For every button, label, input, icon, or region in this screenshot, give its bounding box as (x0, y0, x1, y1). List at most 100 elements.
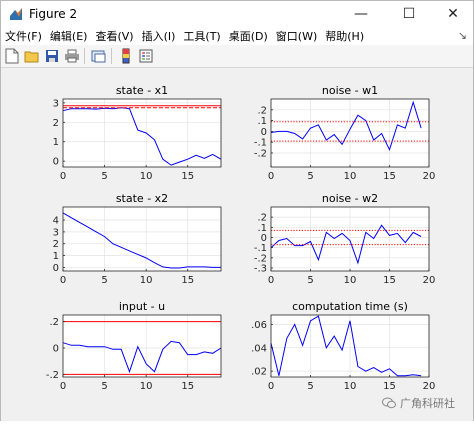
window-title: Figure 2 (29, 7, 78, 21)
watermark: 广角科研社 (382, 395, 455, 411)
axes-1-ytick-label: 1 (53, 137, 59, 148)
menu-window[interactable]: 窗口(W) (275, 30, 318, 43)
axes-2-xtick-label: 15 (383, 171, 396, 182)
menu-help[interactable]: 帮助(H) (325, 30, 365, 43)
matlab-icon (10, 8, 22, 20)
axes-1-ytick-label: 2 (53, 118, 59, 129)
axes-3-xtick-label: 5 (101, 275, 107, 286)
axes-4-xtick-label: 20 (423, 275, 436, 286)
axes-4-ytick-label: .1 (257, 223, 267, 234)
axes-3-frame (62, 206, 222, 272)
axes-2-xtick-label: 20 (423, 171, 436, 182)
axes-1-frame (62, 98, 222, 168)
axes-1-ytick-label: 0 (53, 157, 59, 168)
axes-4-series-1 (270, 224, 422, 265)
axes-6-series-1 (270, 315, 422, 377)
legend-icon[interactable] (137, 47, 155, 65)
axes-2-ytick-label: 0 (261, 127, 267, 138)
link-plot-icon[interactable] (90, 47, 108, 65)
axes-1-xtick-label: 0 (60, 171, 66, 182)
axes-3-ytick-label: 3 (53, 227, 59, 238)
axes-4-ytick-label: 0 (261, 233, 267, 244)
axes-1-xtick-label: 5 (101, 171, 107, 182)
axes-1-series-1 (62, 107, 222, 166)
axes-6-xtick-label: 0 (268, 381, 274, 392)
watermark-text: 广角科研社 (400, 397, 455, 410)
menu-insert[interactable]: 插入(I) (141, 30, 176, 43)
axes-4-xtick-label: 10 (344, 275, 357, 286)
axes-5-xtick-label: 5 (101, 381, 107, 392)
axes-2-xtick-label: 5 (307, 171, 313, 182)
axes-3-ytick-label: 1 (53, 251, 59, 262)
title-bar: Figure 2 — ☐ ✕ (1, 1, 473, 27)
axes-6-xtick-label: 20 (423, 381, 436, 392)
menu-file[interactable]: 文件(F) (5, 30, 42, 43)
axes-5-xtick-label: 0 (60, 381, 66, 392)
axes-6-xtick-label: 15 (383, 381, 396, 392)
axes-4-xtick-label: 5 (307, 275, 313, 286)
menu-bar: 文件(F) 编辑(E) 查看(V) 插入(I) 工具(T) 桌面(D) 窗口(W… (1, 27, 473, 45)
dock-arrow-icon[interactable]: ↘ (457, 29, 467, 42)
axes-3-ytick-label: 4 (53, 216, 59, 227)
axes-4-ytick-label: .2 (257, 213, 267, 224)
menu-tools[interactable]: 工具(T) (183, 30, 221, 43)
axes-4-ytick-label: -.3 (254, 263, 267, 274)
axes-2-title: noise - w1 (322, 84, 378, 97)
axes-5-xtick-label: 10 (140, 381, 153, 392)
minimize-button[interactable]: — (354, 6, 368, 22)
axes-5-frame (62, 314, 222, 378)
axes-3-series-1 (62, 212, 221, 269)
axes-2-xtick-label: 0 (268, 171, 274, 182)
axes-5-series-1 (62, 340, 222, 374)
axes-1-xtick-label: 10 (140, 171, 153, 182)
axes-1-title: state - x1 (116, 84, 168, 97)
axes-1-ytick-label: 3 (53, 98, 59, 109)
figure-canvas: 0 5 10 15 0 1 2 3 state - x1 0 5 10 15 20 -.2 -.1 0.1.2 n… (1, 68, 473, 421)
menu-edit[interactable]: 编辑(E) (49, 30, 88, 43)
axes-3-xtick-label: 15 (181, 275, 194, 286)
axes-4-xtick-label: 0 (268, 275, 274, 286)
axes-5-title: input - u (119, 300, 165, 313)
axes-3-xtick-label: 10 (140, 275, 153, 286)
toolbar (1, 45, 473, 68)
axes-6-title: computation time (s) (292, 300, 408, 313)
maximize-button[interactable]: ☐ (402, 6, 416, 22)
save-icon[interactable] (43, 47, 61, 65)
axes-4-title: noise - w2 (322, 192, 378, 205)
menu-desktop[interactable]: 桌面(D) (228, 30, 268, 43)
axes-5-ytick-label: .2 (49, 317, 59, 328)
axes-3-ytick-label: 2 (53, 239, 59, 250)
axes-3-xtick-label: 0 (60, 275, 66, 286)
axes-4-ytick-label: -.1 (254, 243, 267, 254)
axes-6-ytick-label: .02 (251, 367, 267, 378)
axes-2-ytick-label: -.2 (254, 148, 267, 159)
menu-view[interactable]: 查看(V) (95, 30, 134, 43)
axes-3-title: state - x2 (116, 192, 168, 205)
open-icon[interactable] (23, 47, 41, 65)
axes-5-xtick-label: 15 (181, 381, 194, 392)
colorbar-icon[interactable] (117, 47, 135, 65)
axes-3-ytick-label: 0 (53, 263, 59, 274)
axes-5-background (63, 315, 221, 377)
axes-1-xtick-label: 15 (181, 171, 194, 182)
axes-5-ytick-label: -.2 (46, 370, 59, 381)
axes-2-ytick-label: .1 (257, 116, 267, 127)
print-icon[interactable] (63, 47, 81, 65)
axes-6-xtick-label: 10 (344, 381, 357, 392)
close-button[interactable]: ✕ (447, 6, 459, 22)
axes-2-ytick-label: -.1 (254, 138, 267, 149)
wechat-icon (382, 397, 396, 409)
axes-4-ytick-label: -.2 (254, 253, 267, 264)
axes-6-xtick-label: 5 (307, 381, 313, 392)
axes-6-ytick-label: .06 (251, 320, 267, 331)
axes-3-background (63, 207, 221, 271)
toolbar-separator (111, 48, 112, 64)
axes-2-series-1 (270, 100, 422, 152)
axes-5-ytick-label: 0 (53, 343, 59, 354)
axes-6-ytick-label: .04 (251, 343, 267, 354)
axes-4-xtick-label: 15 (383, 275, 396, 286)
axes-2-xtick-label: 10 (344, 171, 357, 182)
new-figure-icon[interactable] (3, 47, 21, 65)
